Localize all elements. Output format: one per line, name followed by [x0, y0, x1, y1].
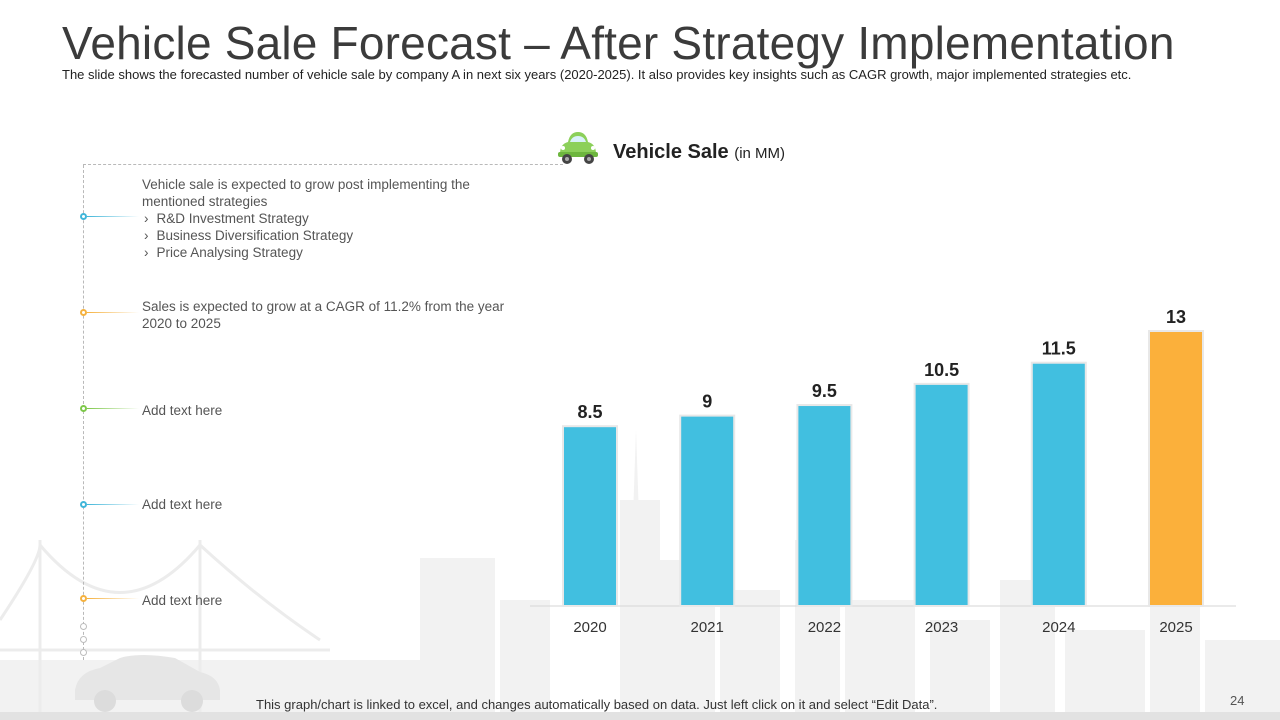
timeline-line — [83, 165, 84, 660]
page-title: Vehicle Sale Forecast – After Strategy I… — [62, 17, 1175, 69]
x-tick-label: 2025 — [1159, 619, 1192, 636]
chart-title-text: Vehicle Sale — [613, 141, 729, 163]
bar-2025 — [1148, 330, 1204, 607]
insight-point-3: Add text here — [142, 403, 223, 418]
insight-point-2: Sales is expected to grow at a CAGR of 1… — [142, 299, 505, 331]
data-label-2022: 9.5 — [812, 381, 837, 401]
timeline-end-circle — [80, 636, 87, 643]
timeline-connector-2 — [87, 312, 139, 313]
data-label-2020: 8.5 — [577, 402, 602, 422]
car-icon — [558, 132, 598, 164]
insight-point-5: Add text here — [142, 593, 223, 608]
timeline-dot-5 — [80, 595, 87, 602]
timeline-end-circle — [80, 623, 87, 630]
timeline-dot-3 — [80, 405, 87, 412]
page-number: 24 — [1230, 693, 1245, 708]
timeline-top-connector — [83, 164, 563, 165]
x-tick-label: 2021 — [691, 619, 724, 636]
bottom-band — [0, 712, 1280, 720]
bar-2024 — [1030, 361, 1087, 607]
insight-point-4: Add text here — [142, 497, 223, 512]
insight-point-1-text: Vehicle sale is expected to grow post im… — [142, 177, 470, 209]
timeline-connector-1 — [87, 216, 139, 217]
chart-title: Vehicle Sale (in MM) — [613, 141, 785, 164]
chart-title-unit: (in MM) — [734, 145, 786, 162]
timeline-connector-5 — [87, 598, 139, 599]
data-label-2023: 10.5 — [924, 360, 959, 380]
bar-2020 — [562, 425, 618, 608]
x-tick-label: 2024 — [1042, 619, 1075, 636]
timeline-dot-1 — [80, 213, 87, 220]
data-label-2024: 11.5 — [1042, 339, 1076, 359]
timeline-connector-4 — [87, 504, 139, 505]
x-tick-label: 2020 — [573, 619, 606, 636]
bar-2021 — [679, 414, 736, 607]
x-tick-label: 2022 — [808, 619, 841, 636]
timeline-connector-3 — [87, 408, 139, 409]
page-subtitle: The slide shows the forecasted number of… — [62, 67, 1132, 82]
bar-2022 — [796, 404, 853, 607]
x-tick-label: 2023 — [925, 619, 958, 636]
data-label-2025: 13 — [1166, 307, 1186, 327]
bar-2023 — [913, 382, 970, 607]
strategy-list: R&D Investment Strategy Business Diversi… — [142, 210, 527, 261]
insight-point-1: Vehicle sale is expected to grow post im… — [142, 176, 527, 261]
timeline-end-circle — [80, 649, 87, 656]
data-label-2021: 9 — [702, 392, 712, 412]
timeline-dot-2 — [80, 309, 87, 316]
footnote: This graph/chart is linked to excel, and… — [256, 697, 938, 712]
strategy-item: Business Diversification Strategy — [142, 227, 527, 244]
timeline-dot-4 — [80, 501, 87, 508]
strategy-item: Price Analysing Strategy — [142, 244, 527, 261]
strategy-item: R&D Investment Strategy — [142, 210, 527, 227]
